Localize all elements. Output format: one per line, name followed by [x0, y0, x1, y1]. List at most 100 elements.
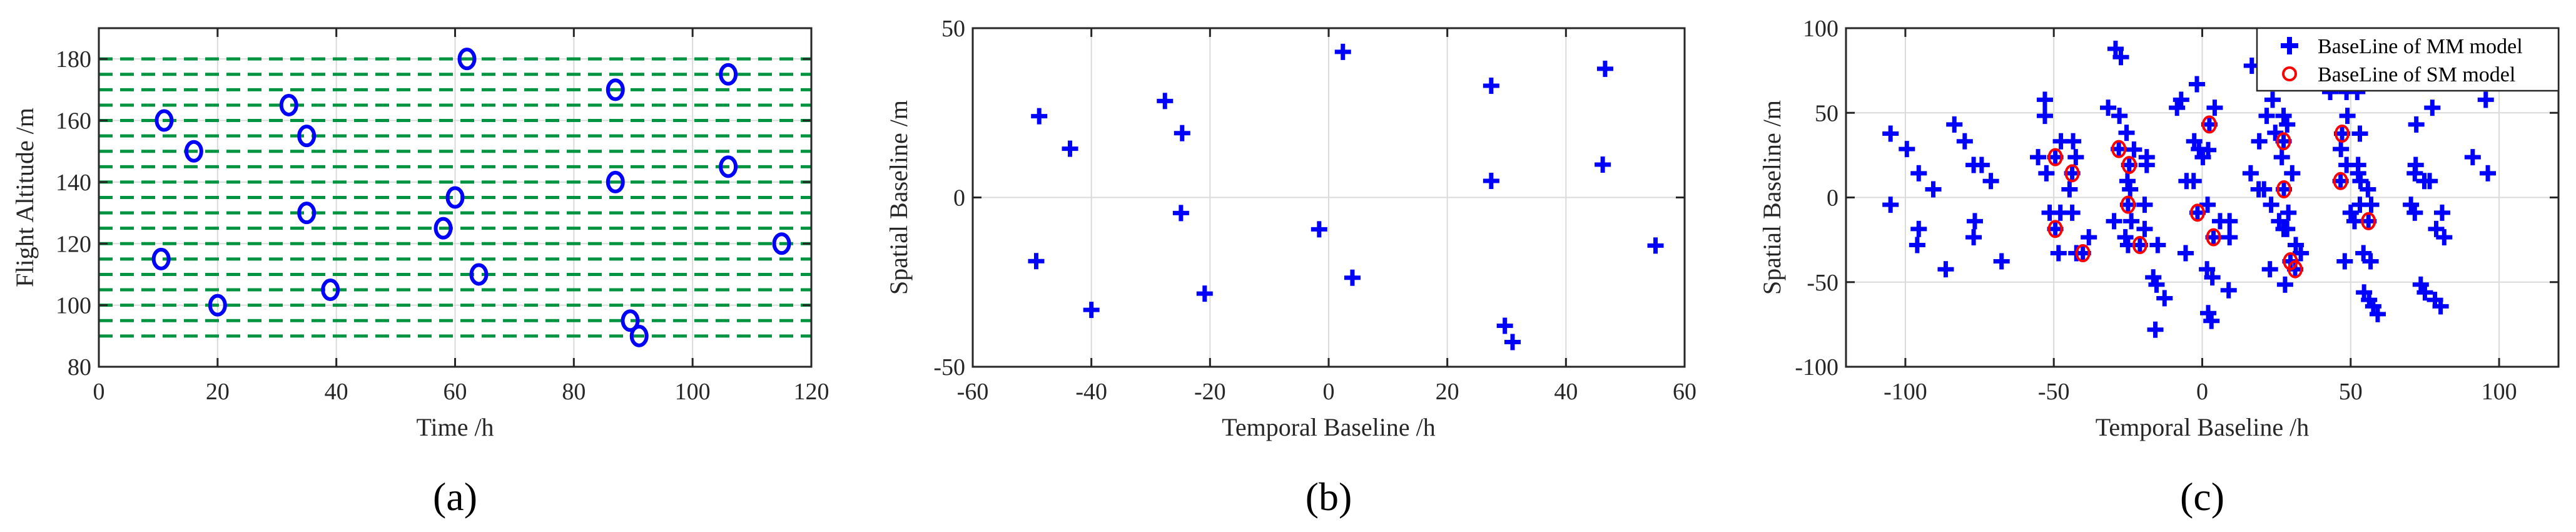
plus-marker [1647, 237, 1664, 254]
plus-marker [1899, 141, 1915, 158]
plus-marker [1882, 197, 1899, 213]
plus-marker [2147, 321, 2164, 338]
circle-marker [2335, 125, 2350, 143]
grid-lines [973, 28, 1685, 367]
plus-marker [1028, 253, 1045, 270]
plus-marker [2406, 204, 2423, 221]
plus-marker [2336, 253, 2353, 270]
x-tick-label: 0 [1323, 379, 1335, 405]
circle-marker [606, 170, 625, 193]
x-tick-label: 20 [1436, 379, 1459, 405]
plus-marker [2264, 91, 2281, 108]
x-tick-label: -50 [2038, 379, 2070, 405]
plus-marker [1973, 156, 1990, 173]
plus-marker [2220, 282, 2237, 299]
plus-marker [1937, 261, 1954, 278]
circle-marker [2276, 180, 2292, 199]
x-tick-label: 0 [93, 379, 105, 405]
plus-marker [2050, 245, 2067, 262]
plus-marker [2275, 108, 2292, 125]
plus-marker [2148, 276, 2165, 293]
circle-marker [151, 247, 171, 270]
plus-marker [2293, 245, 2310, 262]
plus-marker [1311, 221, 1327, 238]
plus-marker [1157, 93, 1174, 110]
y-axis-label: Flight Altitude /m [11, 108, 39, 287]
panel-b-baseline-chart: -60 -40 -20 0 20 40 60 -50 0 50 Temporal Baseline… [885, 16, 1696, 519]
plus-marker [2117, 229, 2134, 246]
plus-marker [2221, 229, 2238, 246]
plus-marker [1334, 43, 1351, 60]
plus-marker [1504, 334, 1521, 350]
y-tick-label: 140 [56, 170, 91, 196]
circle-marker [2047, 220, 2063, 238]
y-tick-label: 0 [953, 185, 965, 212]
plus-marker [2136, 220, 2153, 237]
plus-marker [2477, 91, 2494, 108]
circle-marker [457, 48, 477, 71]
plus-marker [2064, 204, 2081, 221]
x-tick-label: 60 [1673, 379, 1696, 405]
plus-marker [2428, 220, 2445, 237]
circle-marker [719, 155, 738, 178]
y-tick-label: 120 [56, 231, 91, 257]
plus-marker [1483, 77, 1499, 94]
plus-marker [2464, 149, 2481, 166]
plus-marker [2107, 41, 2124, 58]
circle-marker [184, 140, 203, 163]
plus-marker [2185, 173, 2202, 190]
plus-marker [1910, 220, 1927, 237]
circle-marker [155, 109, 174, 132]
plus-marker [2369, 305, 2386, 322]
panel-label: (b) [1306, 474, 1352, 519]
data-points [151, 48, 791, 347]
plus-marker [2350, 165, 2366, 182]
circle-marker [297, 202, 317, 225]
plus-marker [2267, 125, 2284, 141]
circle-marker [719, 63, 738, 86]
plus-marker [2149, 237, 2166, 253]
circle-marker [2333, 171, 2348, 190]
plus-marker [2065, 133, 2082, 150]
plus-marker [2342, 204, 2359, 221]
plus-marker [2061, 181, 2078, 198]
plus-marker [2036, 108, 2053, 125]
y-tick-label: 100 [1803, 16, 1838, 42]
plus-marker [1496, 317, 1513, 334]
y-tick-label: 100 [56, 293, 91, 319]
plus-marker [2177, 245, 2194, 262]
x-tick-label: 60 [444, 379, 467, 405]
plus-marker [2126, 141, 2142, 158]
plus-marker [2339, 108, 2356, 125]
x-tick-label: -100 [1884, 379, 1927, 405]
circle-marker [2120, 195, 2136, 214]
plus-marker [1174, 125, 1190, 141]
plus-marker [2199, 197, 2216, 213]
plus-marker [2432, 298, 2449, 315]
y-tick-label: 80 [68, 354, 91, 381]
panel-c-baseline-comparison-chart: -100 -50 0 50 100 -100 -50 0 50 100 Temporal Base… [1758, 16, 2560, 519]
plus-marker [2279, 220, 2296, 237]
x-tick-label: 120 [794, 379, 829, 405]
plus-marker [2188, 76, 2205, 93]
legend-label-sm: BaseLine of SM model [2318, 63, 2515, 86]
plus-marker [2261, 261, 2278, 278]
plus-marker [1966, 213, 1983, 230]
circle-marker [297, 125, 317, 148]
plus-marker [1344, 269, 1361, 286]
x-axis-label: Temporal Baseline /h [2096, 413, 2310, 441]
circle-marker [2201, 115, 2217, 134]
circle-marker [2047, 148, 2063, 166]
plus-marker [2256, 181, 2273, 198]
circle-marker-icon [2282, 66, 2297, 81]
plus-marker [2263, 197, 2279, 213]
panel-label: (a) [433, 474, 477, 519]
x-tick-label: 80 [562, 379, 586, 405]
plus-marker [1062, 140, 1078, 157]
axis-ticks: 0 20 40 60 80 100 120 80 100 120 140 160 180 [56, 28, 829, 405]
plus-marker [2363, 197, 2380, 213]
plus-marker [2433, 204, 2450, 221]
plus-marker [2276, 276, 2293, 293]
x-tick-label: 100 [2482, 379, 2517, 405]
plus-marker [2406, 165, 2423, 182]
